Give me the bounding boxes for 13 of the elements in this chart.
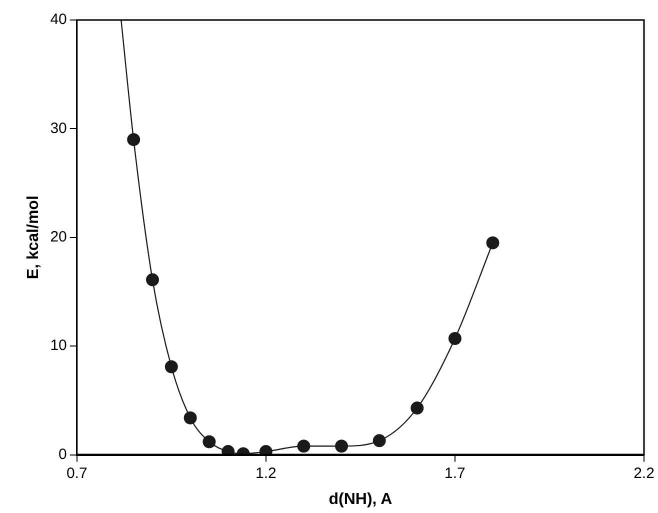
- y-axis-title: E, kcal/mol: [25, 196, 42, 280]
- x-axis-title: d(NH), A: [328, 490, 393, 508]
- x-tick-label: 2.2: [634, 464, 654, 482]
- point: [486, 236, 500, 250]
- x-tick-label: 1.7: [444, 464, 466, 482]
- x-tick-label: 0.7: [66, 464, 88, 482]
- y-tick-label: 0: [58, 446, 67, 463]
- y-tick-label: 30: [50, 120, 67, 137]
- y-tick-label: 20: [50, 228, 67, 246]
- x-tick-label: 1.2: [255, 464, 276, 482]
- y-tick-label: 10: [50, 337, 67, 354]
- point: [335, 440, 348, 453]
- y-tick-label: 40: [50, 11, 67, 28]
